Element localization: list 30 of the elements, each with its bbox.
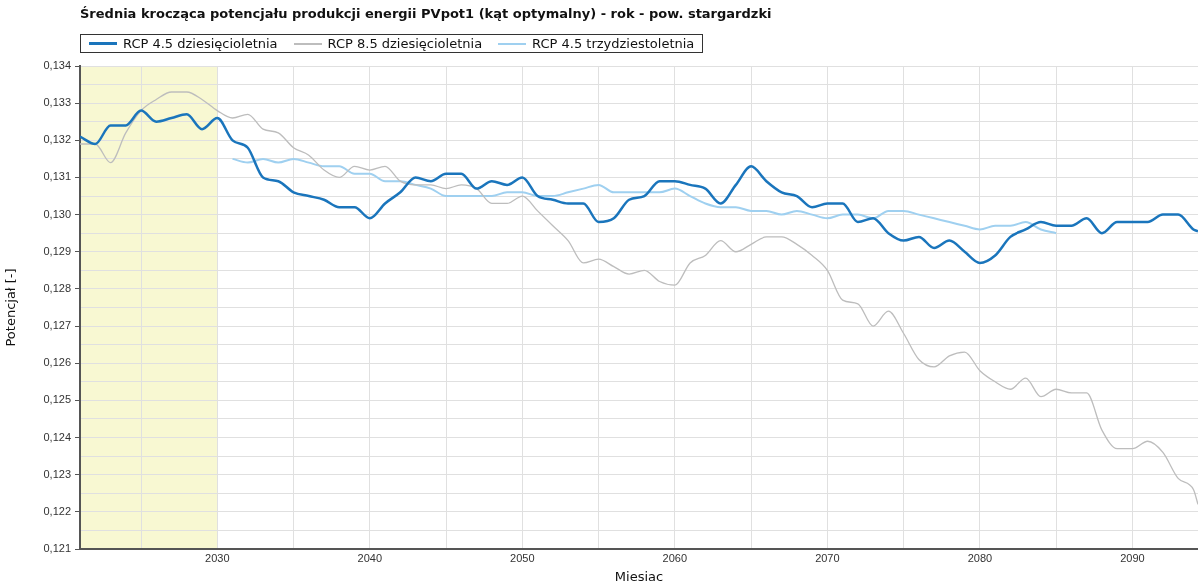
legend-label: RCP 4.5 dziesięcioletnia — [123, 36, 278, 51]
y-tick-label: 0,123 — [43, 467, 71, 480]
y-tick-label: 0,124 — [43, 430, 71, 443]
y-tick-label: 0,132 — [43, 133, 71, 146]
y-tick-label: 0,127 — [43, 319, 71, 332]
chart-title: Średnia krocząca potencjału produkcji energii PVpot1 (kąt optymalny) - rok - pow. stargardzki — [80, 6, 772, 21]
line-series — [231, 157, 1058, 235]
y-tick-label: 0,129 — [43, 244, 71, 257]
y-tick-label: 0,121 — [43, 542, 71, 555]
x-tick-label: 2080 — [967, 551, 993, 564]
y-tick-label: 0,133 — [43, 96, 71, 109]
x-tick-label: 2070 — [815, 551, 840, 564]
x-tick-label: 2050 — [510, 551, 535, 564]
y-tick-label: 0,131 — [43, 170, 71, 183]
y-tick-label: 0,125 — [43, 393, 71, 406]
y-tick-label: 0,126 — [43, 356, 71, 369]
y-axis-title: Potencjał [-] — [3, 268, 19, 347]
legend-label: RCP 4.5 trzydziestoletnia — [532, 36, 695, 51]
x-tick-label: 2030 — [205, 551, 230, 564]
legend-label: RCP 8.5 dziesięcioletnia — [327, 36, 483, 51]
x-axis-title: Miesiac — [614, 568, 664, 584]
y-tick-label: 0,134 — [43, 59, 71, 72]
x-tick-label: 2040 — [357, 551, 383, 564]
line-series — [80, 109, 1198, 265]
y-tick-label: 0,128 — [43, 281, 71, 294]
line-series — [80, 91, 1198, 506]
x-tick-label: 2060 — [662, 551, 688, 564]
y-tick-label: 0,122 — [43, 504, 71, 517]
y-tick-label: 0,130 — [43, 207, 71, 220]
x-tick-label: 2090 — [1120, 551, 1145, 564]
